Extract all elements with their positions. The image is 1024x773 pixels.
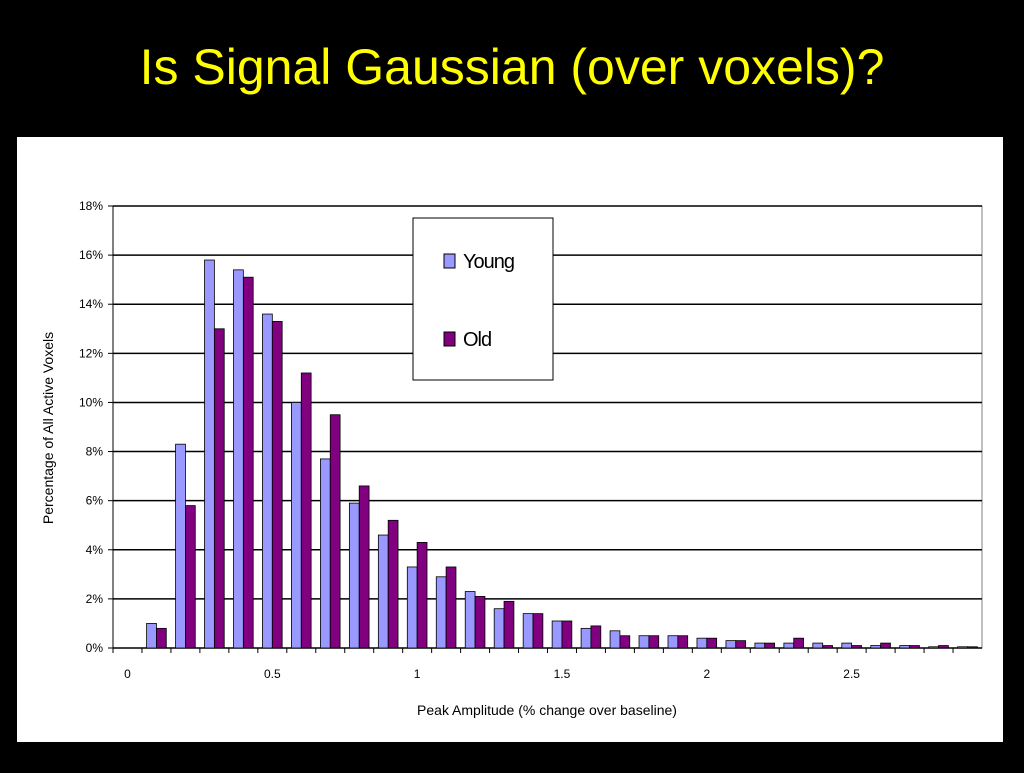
bar	[271, 321, 283, 649]
x-axis-label: Peak Amplitude (% change over baseline)	[417, 702, 677, 718]
bar	[464, 591, 476, 649]
bar	[725, 640, 737, 649]
bar	[783, 642, 795, 649]
bar	[648, 635, 660, 649]
bar	[580, 627, 592, 649]
bar	[156, 627, 167, 649]
bar	[416, 542, 428, 649]
bar	[899, 645, 910, 649]
bar	[619, 635, 631, 649]
legend-box	[412, 217, 554, 381]
y-tick-label: 8%	[86, 445, 104, 459]
x-tick-label: 1	[414, 667, 421, 681]
bar	[377, 534, 389, 649]
bar	[329, 414, 341, 649]
legend-swatch	[443, 253, 456, 269]
y-tick-label: 6%	[86, 494, 104, 508]
legend-label: Young	[463, 251, 514, 273]
x-tick-label: 2.5	[843, 667, 860, 681]
bar	[551, 620, 563, 649]
legend-label: Old	[463, 329, 491, 351]
x-tick-label: 2	[703, 667, 710, 681]
bar	[445, 566, 457, 649]
bar	[880, 642, 891, 649]
bar	[957, 646, 968, 649]
bar	[185, 505, 196, 649]
y-tick-label: 14%	[79, 297, 103, 311]
bar	[175, 443, 186, 649]
x-tick-label: 0	[124, 667, 131, 681]
bar	[532, 613, 544, 649]
y-axis-label: Percentage of All Active Voxels	[40, 332, 56, 524]
bar	[667, 635, 679, 649]
bar	[851, 645, 862, 649]
bar	[696, 637, 708, 649]
y-tick-label: 2%	[86, 592, 104, 606]
bar	[909, 645, 920, 649]
slide-title: Is Signal Gaussian (over voxels)?	[140, 39, 885, 95]
bar	[928, 646, 939, 649]
bar	[841, 642, 853, 649]
bar	[967, 646, 978, 649]
x-tick-label: 1.5	[554, 667, 571, 681]
bar	[320, 458, 331, 649]
bar	[793, 637, 804, 649]
bar	[870, 645, 882, 649]
y-tick-label: 16%	[79, 248, 103, 262]
bar	[609, 630, 621, 649]
bar	[754, 642, 766, 649]
bar	[348, 502, 360, 649]
x-tick-label: 0.5	[264, 667, 281, 681]
bar	[242, 276, 254, 649]
y-tick-label: 12%	[79, 346, 103, 360]
bar	[387, 519, 399, 649]
bar	[590, 625, 602, 649]
bar	[262, 313, 273, 649]
bar	[812, 642, 824, 649]
bar	[406, 566, 418, 649]
bar	[213, 328, 225, 649]
y-tick-label: 10%	[79, 395, 103, 409]
bar	[677, 635, 689, 649]
bar	[764, 642, 775, 649]
bar	[358, 485, 370, 649]
bar	[522, 613, 534, 649]
y-tick-label: 18%	[79, 199, 103, 213]
bar	[938, 645, 949, 649]
bar	[735, 640, 747, 649]
bar	[822, 645, 833, 649]
bar	[503, 600, 515, 649]
bar	[706, 637, 718, 649]
bar	[561, 620, 573, 649]
bar	[204, 259, 215, 649]
bar	[146, 623, 157, 649]
bar	[435, 576, 447, 649]
bar	[233, 269, 244, 649]
bar	[300, 372, 312, 649]
y-tick-label: 0%	[86, 641, 104, 655]
bar	[474, 596, 486, 649]
legend-swatch	[443, 331, 456, 347]
bar	[291, 402, 302, 649]
y-tick-label: 4%	[86, 543, 104, 557]
bar	[493, 608, 505, 649]
bar	[638, 635, 650, 649]
